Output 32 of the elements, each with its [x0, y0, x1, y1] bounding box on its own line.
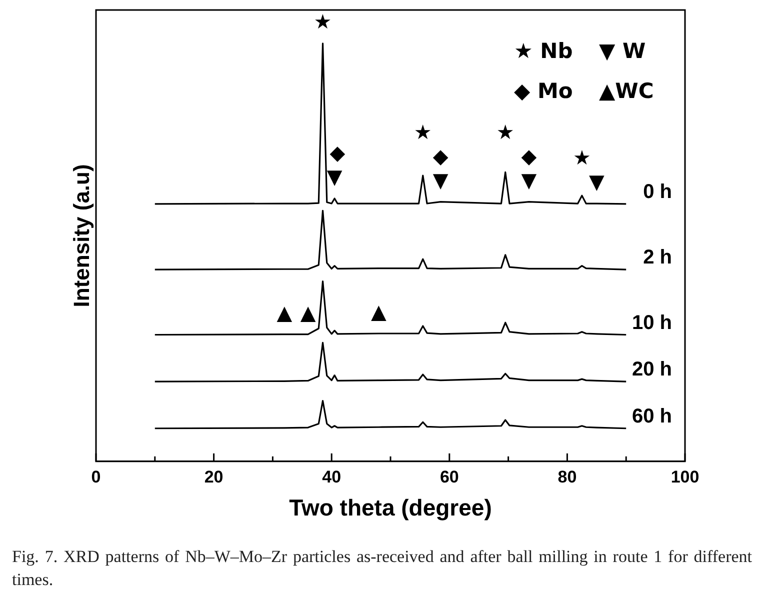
annotation: ▲WC	[599, 78, 654, 103]
annotation: ▲	[300, 300, 316, 325]
annotation: ▼ W	[599, 38, 646, 63]
annotation: ★ Nb	[514, 38, 573, 63]
annotation: ◆ Mo	[514, 78, 573, 103]
annotation: ▼	[521, 168, 538, 192]
series-label: 2 h	[643, 246, 672, 269]
annotation: ▼	[432, 168, 449, 192]
annotation: ★	[414, 120, 432, 144]
annotation: ▼	[326, 164, 343, 189]
x-axis-title: Two theta (degree)	[289, 494, 492, 521]
series-label: 20 h	[632, 358, 672, 381]
annotation: ▲	[371, 300, 388, 324]
x-tick-label: 0	[91, 468, 101, 487]
annotation: ◆	[432, 144, 449, 168]
series-label: 0 h	[643, 180, 672, 203]
x-tick-label: 20	[204, 468, 224, 487]
annotation: ★	[572, 146, 591, 170]
annotation: ★	[314, 10, 332, 34]
x-tick-label: 60	[440, 468, 459, 487]
series-label: 10 h	[632, 312, 672, 334]
annotation: ◆	[521, 144, 538, 168]
annotation: ◆	[330, 140, 346, 165]
y-axis-title: Intensity (a.u)	[69, 164, 94, 308]
series-label: 60 h	[632, 405, 672, 428]
x-tick-label: 80	[558, 468, 577, 487]
x-tick-label: 100	[670, 468, 700, 487]
caption: Fig. 7. XRD patterns of Nb–W–Mo–Zr particles as-received and after ball milling in route 1 for different times.	[12, 546, 752, 591]
annotation: ▲	[276, 300, 293, 325]
x-tick-label: 40	[322, 468, 342, 487]
annotation: ★	[496, 120, 514, 144]
annotation: ▼	[588, 170, 605, 194]
